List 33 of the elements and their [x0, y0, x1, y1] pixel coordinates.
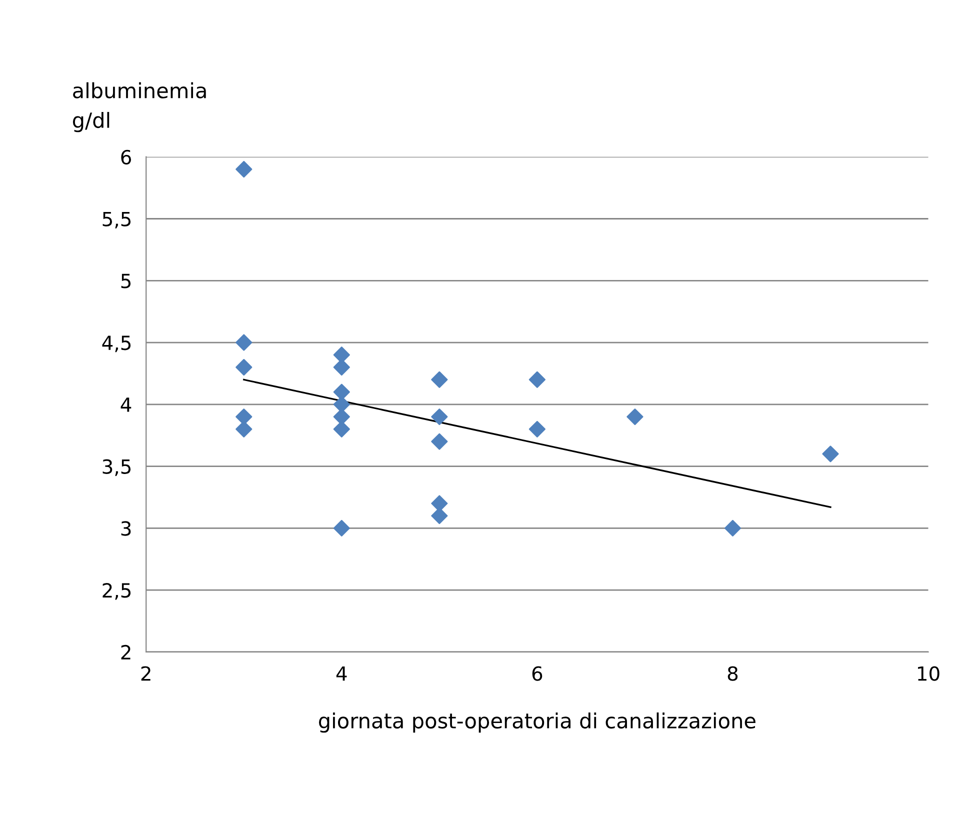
- point: [333, 396, 350, 413]
- y-tick-label: 5,5: [102, 212, 131, 228]
- y-tick-label: 3,5: [102, 459, 131, 476]
- x-tick-label: 10: [918, 666, 940, 681]
- x-tick-label: 8: [728, 666, 738, 681]
- point: [431, 408, 448, 426]
- point: [528, 420, 546, 438]
- y-axis-title: albuminemia g/dl: [72, 82, 206, 132]
- point: [822, 446, 839, 462]
- point: [431, 495, 448, 512]
- y-tick-label: 4,5: [102, 336, 131, 352]
- point: [236, 358, 252, 376]
- y-tick-label: 2,5: [102, 583, 131, 600]
- point: [528, 371, 546, 388]
- point: [626, 408, 644, 426]
- y-tick-label: 4: [120, 398, 132, 412]
- point: [236, 160, 252, 178]
- point: [431, 508, 448, 524]
- y-tick-label: 2: [121, 644, 130, 660]
- point: [333, 384, 350, 400]
- y-tick-label: 5: [121, 274, 131, 288]
- point: [236, 334, 252, 351]
- x-tick-label: 6: [532, 666, 542, 681]
- point: [333, 520, 350, 536]
- x-axis-title: giornata post-operatoria di canalizzazione: [318, 712, 756, 733]
- y-tick-label: 3: [121, 521, 131, 536]
- point: [724, 520, 742, 536]
- x-tick-label: 4: [336, 666, 347, 681]
- point: [431, 371, 448, 388]
- point: [333, 346, 350, 364]
- y-tick-label: 6: [121, 150, 131, 165]
- x-tick-label: 2: [141, 666, 150, 681]
- point: [431, 433, 448, 450]
